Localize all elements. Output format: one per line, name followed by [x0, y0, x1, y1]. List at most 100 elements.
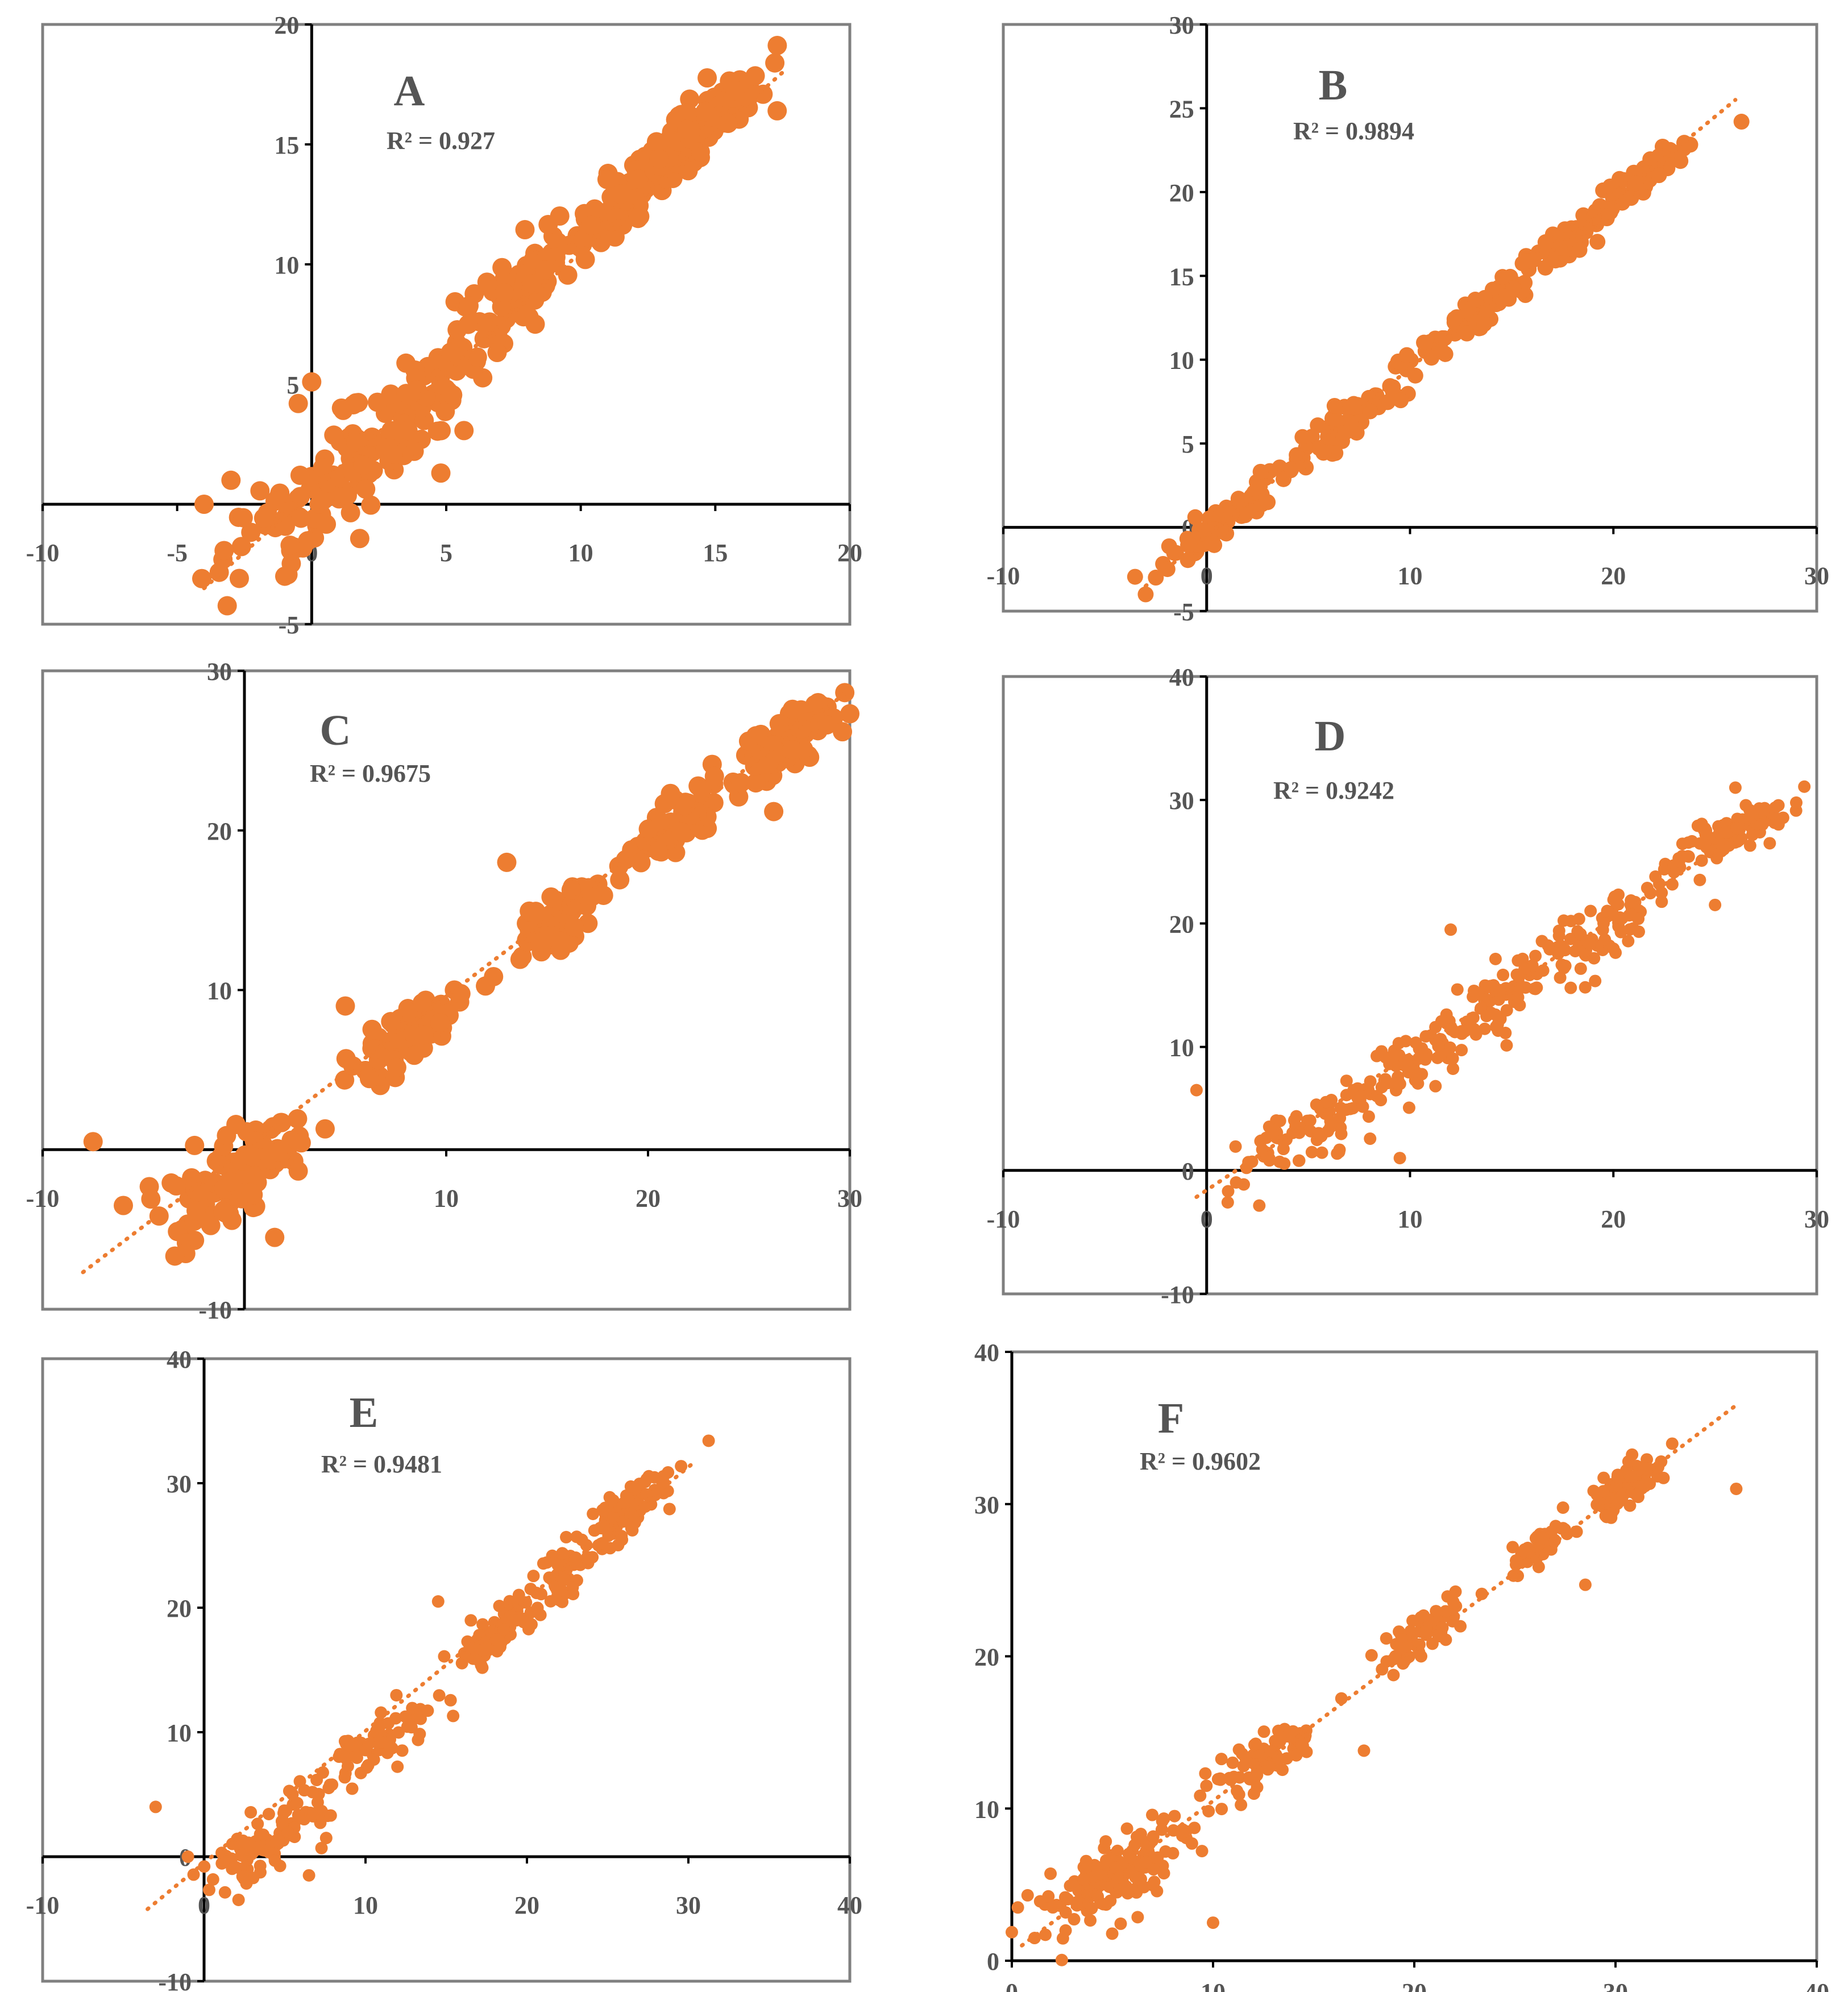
data-point	[1666, 1437, 1679, 1450]
data-point	[640, 1488, 653, 1501]
data-point	[1612, 888, 1625, 901]
data-point	[338, 1771, 351, 1784]
data-point	[1293, 1154, 1306, 1167]
data-point	[561, 880, 581, 900]
data-point	[1589, 234, 1606, 250]
data-point	[398, 421, 418, 441]
data-point	[564, 917, 584, 937]
data-point	[241, 1182, 261, 1202]
data-point	[1682, 850, 1695, 863]
data-point	[1443, 1041, 1456, 1054]
data-point	[550, 931, 570, 951]
y-tick-label: 20	[274, 11, 299, 39]
data-point	[399, 1710, 412, 1723]
data-point	[1221, 1196, 1234, 1209]
data-point	[1334, 1121, 1347, 1134]
data-point	[406, 1702, 419, 1715]
data-point	[1106, 1927, 1119, 1940]
data-point	[1597, 1471, 1610, 1484]
data-point	[1287, 1729, 1300, 1742]
data-point	[767, 36, 787, 56]
data-point	[561, 896, 581, 916]
data-point	[573, 230, 593, 250]
data-point	[1199, 1767, 1212, 1780]
data-point	[1124, 1866, 1137, 1879]
data-point	[381, 384, 401, 404]
panel-frame	[41, 669, 852, 1311]
data-point	[1276, 1763, 1289, 1777]
data-point	[324, 425, 344, 445]
data-point	[1626, 1448, 1639, 1461]
data-point	[1605, 1511, 1618, 1524]
data-point	[1042, 1890, 1055, 1903]
data-points	[1127, 114, 1750, 603]
data-point	[319, 1832, 333, 1845]
data-point	[1111, 1844, 1124, 1857]
data-point	[1455, 1044, 1468, 1057]
data-point	[114, 1196, 133, 1215]
data-point	[1294, 429, 1311, 445]
data-point	[541, 1556, 554, 1569]
r-squared-label: R² = 0.9481	[321, 1450, 442, 1478]
data-point	[359, 1069, 379, 1089]
data-point	[198, 1860, 211, 1873]
data-point	[1362, 1110, 1375, 1123]
data-point	[221, 1172, 240, 1192]
data-point	[1468, 1023, 1481, 1036]
data-point	[1151, 1851, 1164, 1864]
data-point	[1226, 1756, 1239, 1769]
data-point	[365, 1039, 385, 1059]
data-point	[628, 209, 648, 229]
data-point	[1310, 1098, 1323, 1111]
data-point	[430, 1013, 450, 1033]
x-tick-label: 10	[1398, 562, 1423, 590]
data-point	[1511, 991, 1525, 1004]
data-point	[1157, 1867, 1170, 1880]
r-squared-label: R² = 0.9675	[310, 760, 431, 787]
data-point	[1446, 311, 1463, 327]
y-tick-label: 30	[167, 1470, 192, 1498]
data-point	[531, 1601, 544, 1615]
y-tick-label: 40	[1169, 663, 1194, 691]
data-point	[455, 1657, 468, 1670]
data-point	[1324, 1115, 1337, 1128]
data-point	[1551, 239, 1568, 256]
y-tick-label: 10	[167, 1719, 192, 1747]
data-point	[443, 385, 463, 405]
data-point	[765, 53, 785, 73]
data-point	[1374, 1094, 1388, 1107]
data-point	[1253, 1199, 1266, 1212]
panel-letter: F	[1158, 1395, 1184, 1442]
data-point	[1068, 1913, 1081, 1926]
data-point	[629, 169, 649, 189]
data-point	[542, 907, 562, 927]
data-point	[450, 347, 470, 367]
data-point	[192, 568, 211, 588]
data-point	[1662, 142, 1678, 158]
data-point	[675, 796, 695, 816]
data-point	[1137, 1881, 1151, 1894]
data-point	[585, 199, 605, 219]
data-point	[1402, 1101, 1415, 1114]
y-tick-label: 20	[207, 817, 232, 845]
data-point	[1137, 586, 1154, 603]
data-point	[1260, 1131, 1273, 1144]
data-point	[186, 1201, 206, 1221]
y-tick-label: 30	[207, 658, 232, 686]
data-point	[274, 512, 294, 532]
data-point	[758, 754, 778, 774]
data-point	[553, 1593, 566, 1607]
y-tick-label: 5	[1182, 430, 1194, 458]
data-point	[1611, 1471, 1624, 1484]
data-point	[1155, 1823, 1168, 1836]
panel-letter: E	[350, 1389, 379, 1437]
y-tick-label: 10	[1169, 347, 1194, 375]
data-point	[1190, 1084, 1203, 1097]
data-point	[314, 490, 334, 510]
data-point	[638, 1475, 651, 1488]
data-point	[1380, 1632, 1393, 1645]
panel-letter: A	[394, 67, 425, 115]
